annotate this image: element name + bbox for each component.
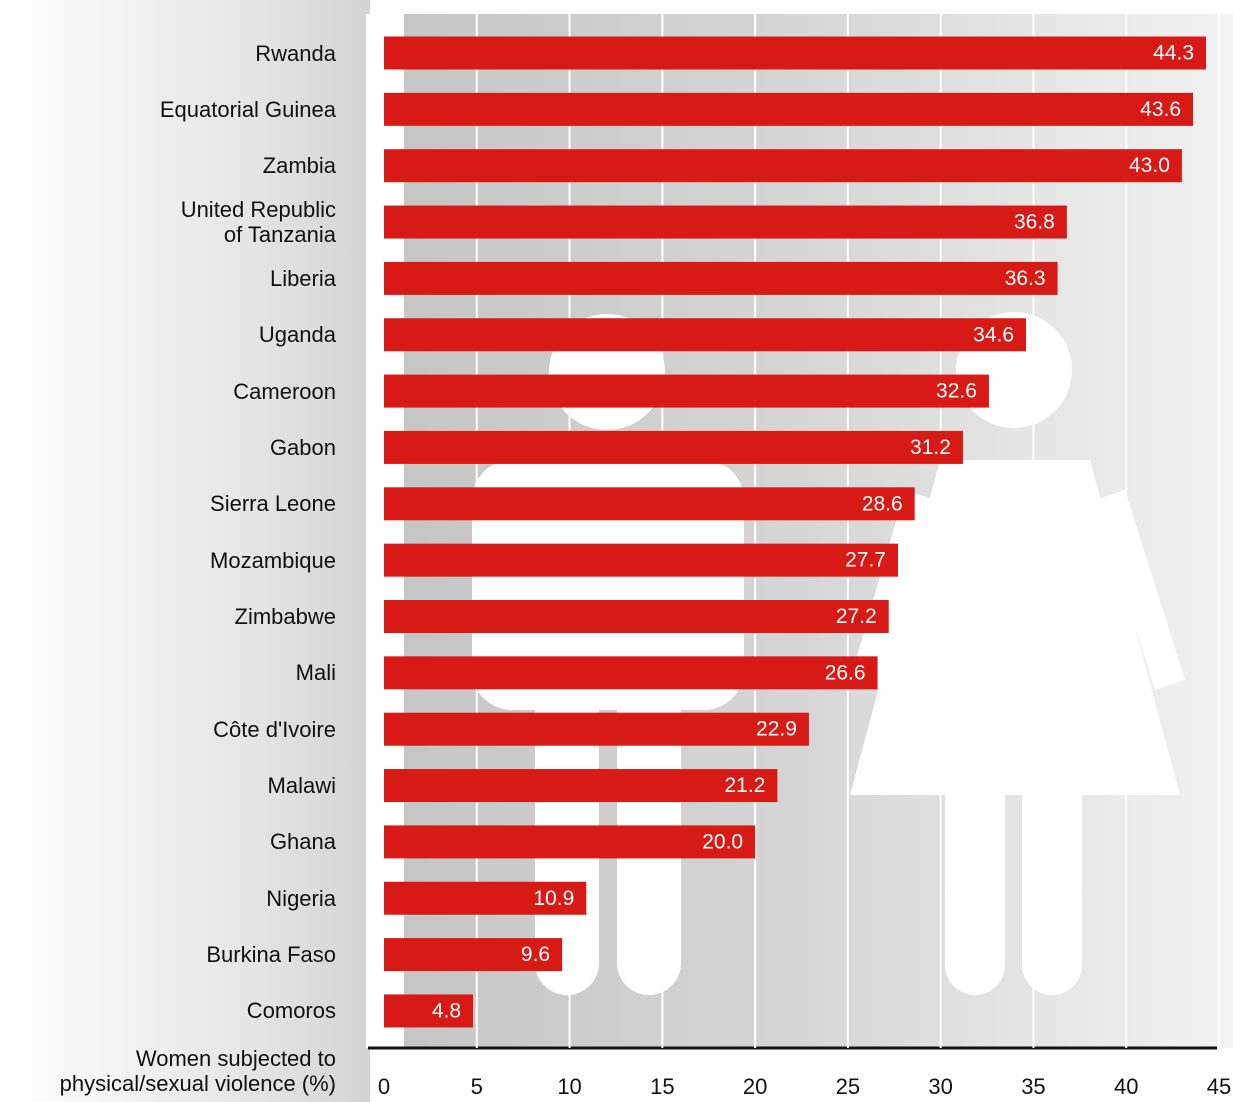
y-tick-label: Liberia [269, 265, 336, 291]
bar [384, 825, 756, 859]
value-label: 20.0 [702, 830, 743, 853]
bar [384, 712, 809, 746]
x-tick-label: 40 [1114, 1074, 1138, 1099]
value-label: 43.6 [1140, 98, 1181, 121]
y-tick-label: Zambia [262, 153, 336, 179]
bar [384, 318, 1027, 352]
y-tick-label: Nigeria [266, 885, 336, 911]
bar [384, 600, 889, 633]
value-label: 43.0 [1129, 154, 1170, 177]
value-label: 27.2 [836, 605, 877, 628]
x-axis-label: Women subjected to physical/sexual viole… [59, 1046, 336, 1096]
y-tick-label: Equatorial Guinea [159, 96, 336, 122]
bar [384, 149, 1182, 183]
x-tick-label: 15 [650, 1074, 674, 1099]
y-tick-label: Burkina Faso [206, 942, 336, 968]
y-tick-label: Gabon [269, 434, 336, 460]
value-label: 26.6 [825, 661, 866, 684]
bar [384, 205, 1067, 239]
value-label: 36.3 [1005, 267, 1046, 290]
x-tick-label: 0 [378, 1074, 390, 1099]
y-tick-label: Malawi [267, 773, 336, 799]
value-label: 4.8 [432, 999, 461, 1022]
bar [384, 261, 1058, 295]
value-label: 36.8 [1014, 211, 1055, 234]
bar [384, 938, 563, 972]
bar [384, 881, 587, 915]
value-label: 9.6 [521, 943, 550, 966]
bar [384, 769, 778, 803]
x-tick-label: 10 [557, 1074, 581, 1099]
bar [384, 994, 474, 1028]
y-tick-label: Rwanda [255, 40, 336, 66]
y-tick-label: Cameroon [233, 378, 336, 404]
value-label: 10.9 [533, 887, 574, 910]
y-tick-label: Uganda [258, 322, 336, 348]
y-tick-label: Mali [295, 660, 336, 686]
value-label: 28.6 [862, 492, 903, 515]
plot-margin [366, 14, 404, 1048]
value-label: 34.6 [973, 323, 1014, 346]
bar [384, 374, 989, 408]
y-tick-label: Sierra Leone [210, 491, 336, 517]
bar [384, 36, 1207, 70]
value-label: 31.2 [910, 436, 951, 459]
y-tick-label: Zimbabwe [234, 604, 336, 629]
value-label: 44.3 [1153, 42, 1194, 65]
y-tick-label: Côte d'Ivoire [213, 716, 336, 742]
y-tick-label: Comoros [246, 998, 336, 1024]
x-tick-label: 30 [928, 1074, 952, 1099]
bar [384, 656, 878, 690]
bar [384, 92, 1194, 126]
y-tick-label: United Republic of Tanzania [180, 197, 336, 248]
x-tick-label: 20 [743, 1074, 767, 1099]
bar [384, 487, 915, 521]
x-tick-label: 35 [1021, 1074, 1045, 1099]
value-label: 32.6 [936, 380, 977, 403]
y-tick-label: Mozambique [210, 547, 336, 573]
value-label: 21.2 [725, 774, 766, 797]
x-tick-label: 45 [1207, 1074, 1231, 1099]
value-label: 27.7 [845, 549, 886, 572]
bar [384, 543, 898, 577]
bar [384, 430, 963, 464]
x-tick-label: 25 [836, 1074, 860, 1099]
y-tick-label: Ghana [269, 829, 336, 855]
value-label: 22.9 [756, 718, 797, 741]
x-tick-label: 5 [471, 1074, 483, 1099]
